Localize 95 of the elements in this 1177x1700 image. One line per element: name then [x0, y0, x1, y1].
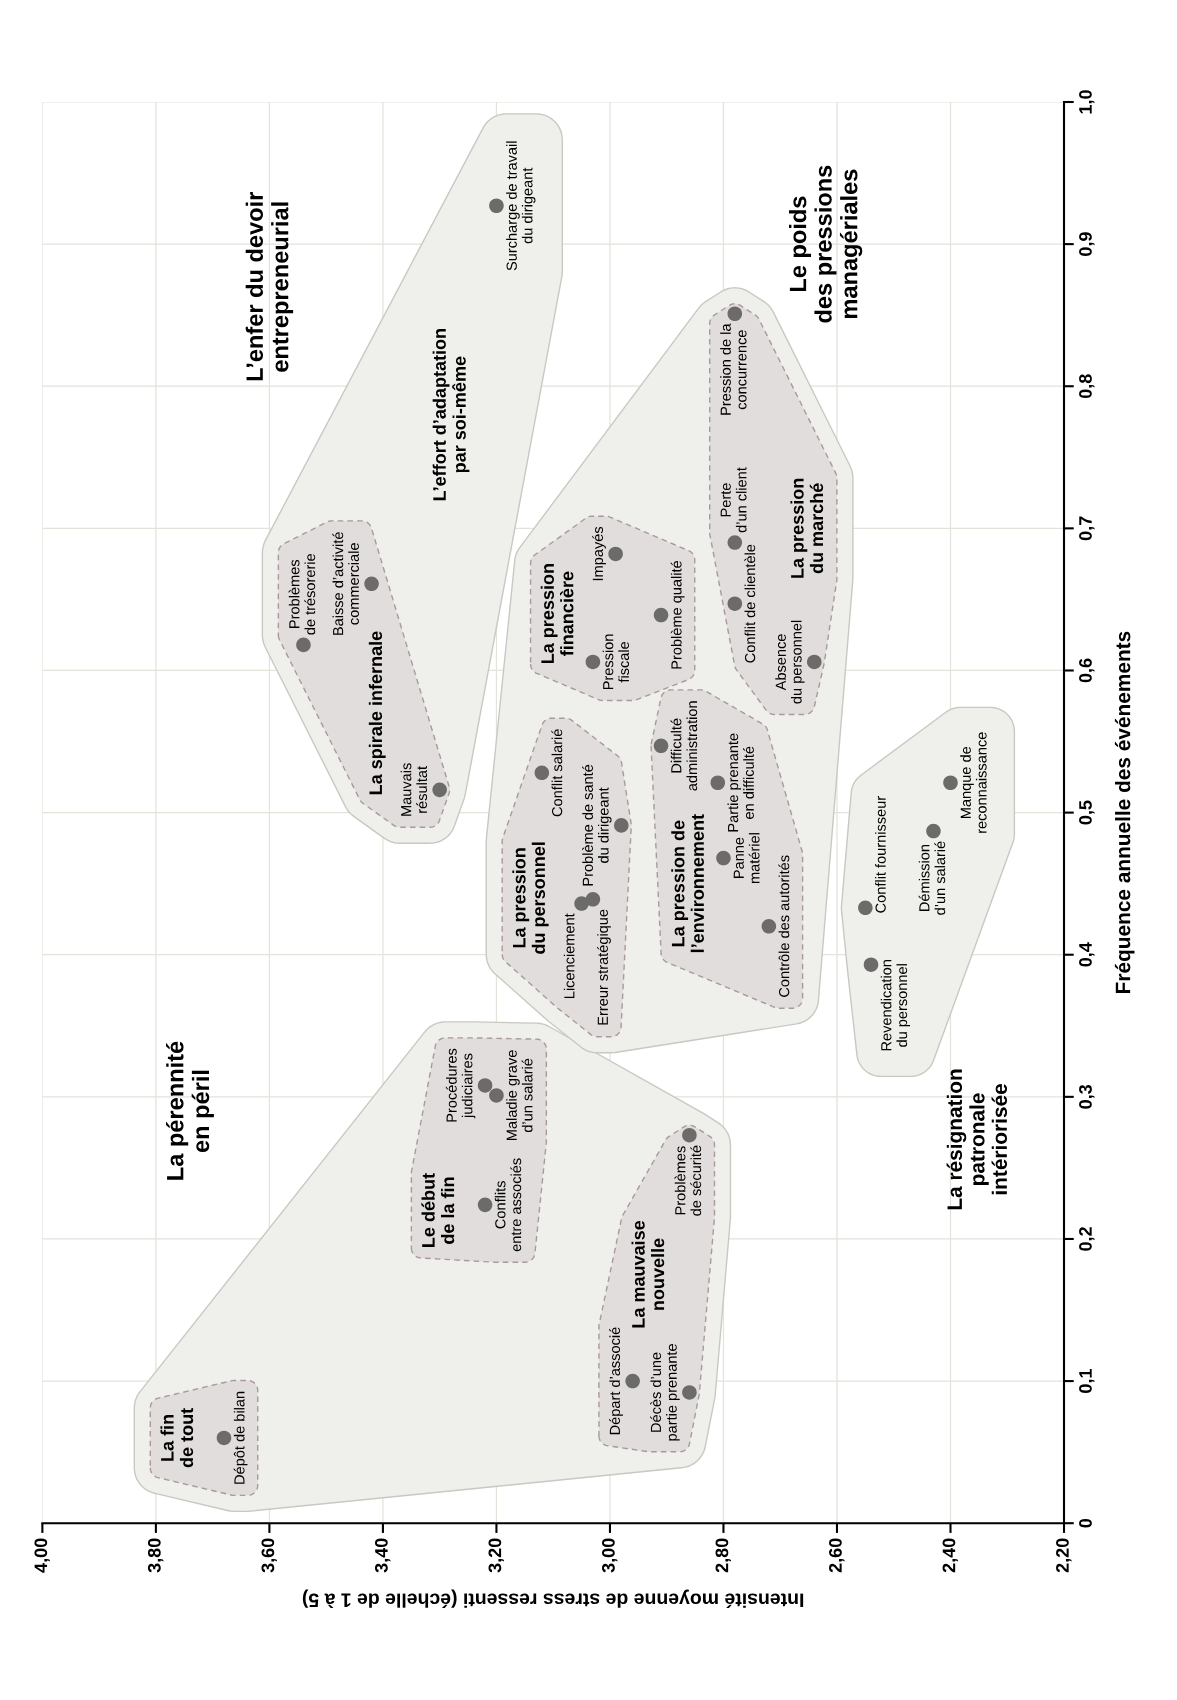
y-axis-title: Fréquence annuelle des événements: [1114, 631, 1135, 993]
annotation: Conflits entre associés: [494, 1158, 522, 1252]
annotation: Décès d’une partie prenante: [650, 1344, 680, 1441]
annotation: Le poids des pressions managériales: [789, 165, 863, 323]
annotation: Problème qualité: [670, 560, 685, 669]
annotation: Conflit de clientèle: [744, 544, 756, 663]
point: [534, 765, 550, 781]
annotation: Impayés: [592, 526, 606, 581]
annotation: Pression fiscale: [602, 634, 630, 690]
point: [614, 818, 629, 833]
annotation: Mauvais résultat: [400, 763, 428, 816]
point: [585, 892, 601, 907]
point: [943, 775, 958, 791]
annotation: Absence du personnel: [775, 620, 805, 704]
point: [727, 306, 743, 322]
text: La mauvaise nouvelle: [631, 1220, 665, 1328]
point: [806, 654, 822, 670]
point: [682, 1127, 697, 1143]
y-tick-label: 0,6: [1079, 658, 1095, 683]
annotation: Contrôle des autorités: [778, 855, 790, 997]
y-tick-label: 0,3: [1079, 1084, 1095, 1109]
y-tick-label: 0,8: [1079, 374, 1095, 399]
y-tick-label: 0: [1079, 1518, 1092, 1528]
point: [727, 535, 743, 550]
annotation: Revendication du personnel: [880, 960, 911, 1051]
point: [364, 576, 379, 592]
text: La fin de tout: [160, 1408, 194, 1468]
point: [625, 1373, 640, 1389]
point: [727, 596, 743, 611]
annotation: Difficulté administration: [670, 701, 698, 791]
y-tick-label: 0,1: [1079, 1369, 1095, 1393]
annotation: Manque de reconnaissance: [960, 732, 987, 833]
point: [477, 1078, 493, 1093]
y-tick-label: 0,5: [1079, 800, 1095, 825]
point: [477, 1197, 493, 1213]
point: [489, 1088, 504, 1103]
x-tick-label: 3,00: [602, 1538, 618, 1573]
x-tick-label: 2,40: [942, 1538, 958, 1573]
point: [432, 782, 447, 798]
annotation: La pérennité en péril: [165, 1041, 214, 1180]
point: [858, 900, 873, 916]
annotation: Conflit fournisseur: [875, 796, 886, 913]
point: [574, 896, 589, 911]
point: [761, 919, 777, 934]
annotation: La résignation patronale intériorisée: [946, 1069, 1008, 1210]
text: La pression du marché: [790, 478, 824, 578]
point: [585, 654, 601, 670]
x-tick-label: 3,40: [374, 1538, 391, 1573]
point: [216, 1430, 232, 1446]
x-tick-label: 4,00: [34, 1538, 50, 1573]
y-tick-label: 0,4: [1079, 942, 1095, 967]
point: [296, 637, 311, 653]
annotation: Conflit salarié: [551, 729, 563, 817]
point: [608, 546, 623, 562]
x-tick-label: 2,60: [829, 1538, 845, 1573]
annotation: Problème de santé du dirigeant: [582, 764, 612, 886]
x-tick-label: 2,20: [1056, 1538, 1072, 1573]
annotation: L’enfer du devoir entrepreneurial: [245, 191, 294, 381]
x-tick-label: 3,20: [488, 1538, 504, 1573]
annotation: Partie prenante en difficulté: [727, 733, 754, 832]
annotation: Problèmes de sécurité: [674, 1145, 702, 1216]
text: La spirale infernale: [368, 631, 386, 795]
point: [716, 850, 731, 866]
annotation: Panne matériel: [733, 833, 760, 884]
y-tick-label: 1,0: [1079, 90, 1095, 114]
point: [863, 957, 879, 972]
x-tick-label: 2,80: [715, 1538, 731, 1573]
point: [926, 823, 941, 839]
y-tick-label: 0,9: [1079, 232, 1095, 256]
y-tick-label: 0,2: [1079, 1227, 1095, 1251]
annotation: Perte d’un client: [720, 467, 747, 533]
x-tick-label: 3,60: [261, 1538, 277, 1573]
annotation: Licenciement: [563, 913, 575, 998]
point: [489, 198, 504, 214]
x-axis-title: Intensité moyenne de stress ressenti (échelle de 1 à 5): [302, 1589, 804, 1608]
annotation: Dépôt de bilan: [233, 1391, 248, 1484]
point: [682, 1385, 697, 1400]
annotation: Problèmes de trésorerie: [288, 553, 316, 635]
annotation: Procédures judiciaires: [445, 1048, 476, 1122]
annotation: Surcharge de travail du dirigeant: [506, 141, 536, 271]
annotation: Démission d’un salarié: [918, 841, 946, 915]
annotation: Départ d’associé: [609, 1327, 623, 1435]
x-tick-label: 3,80: [147, 1538, 164, 1573]
point: [710, 775, 726, 791]
annotation: L’effort d’adaptation par soi-même: [432, 329, 470, 501]
text: Le début de la fin: [421, 1173, 455, 1247]
point: [653, 738, 669, 754]
text: La pression du personnel: [512, 842, 549, 954]
y-tick-label: 0,7: [1079, 516, 1095, 541]
point: [653, 607, 669, 623]
annotation: Pression de la concurrence: [720, 323, 747, 415]
text: La pression de l’environnement: [671, 814, 704, 953]
text: La pression financière: [540, 564, 574, 664]
annotation: Erreur stratégique: [597, 909, 611, 1025]
annotation: Maladie grave d’un salarié: [506, 1050, 533, 1141]
